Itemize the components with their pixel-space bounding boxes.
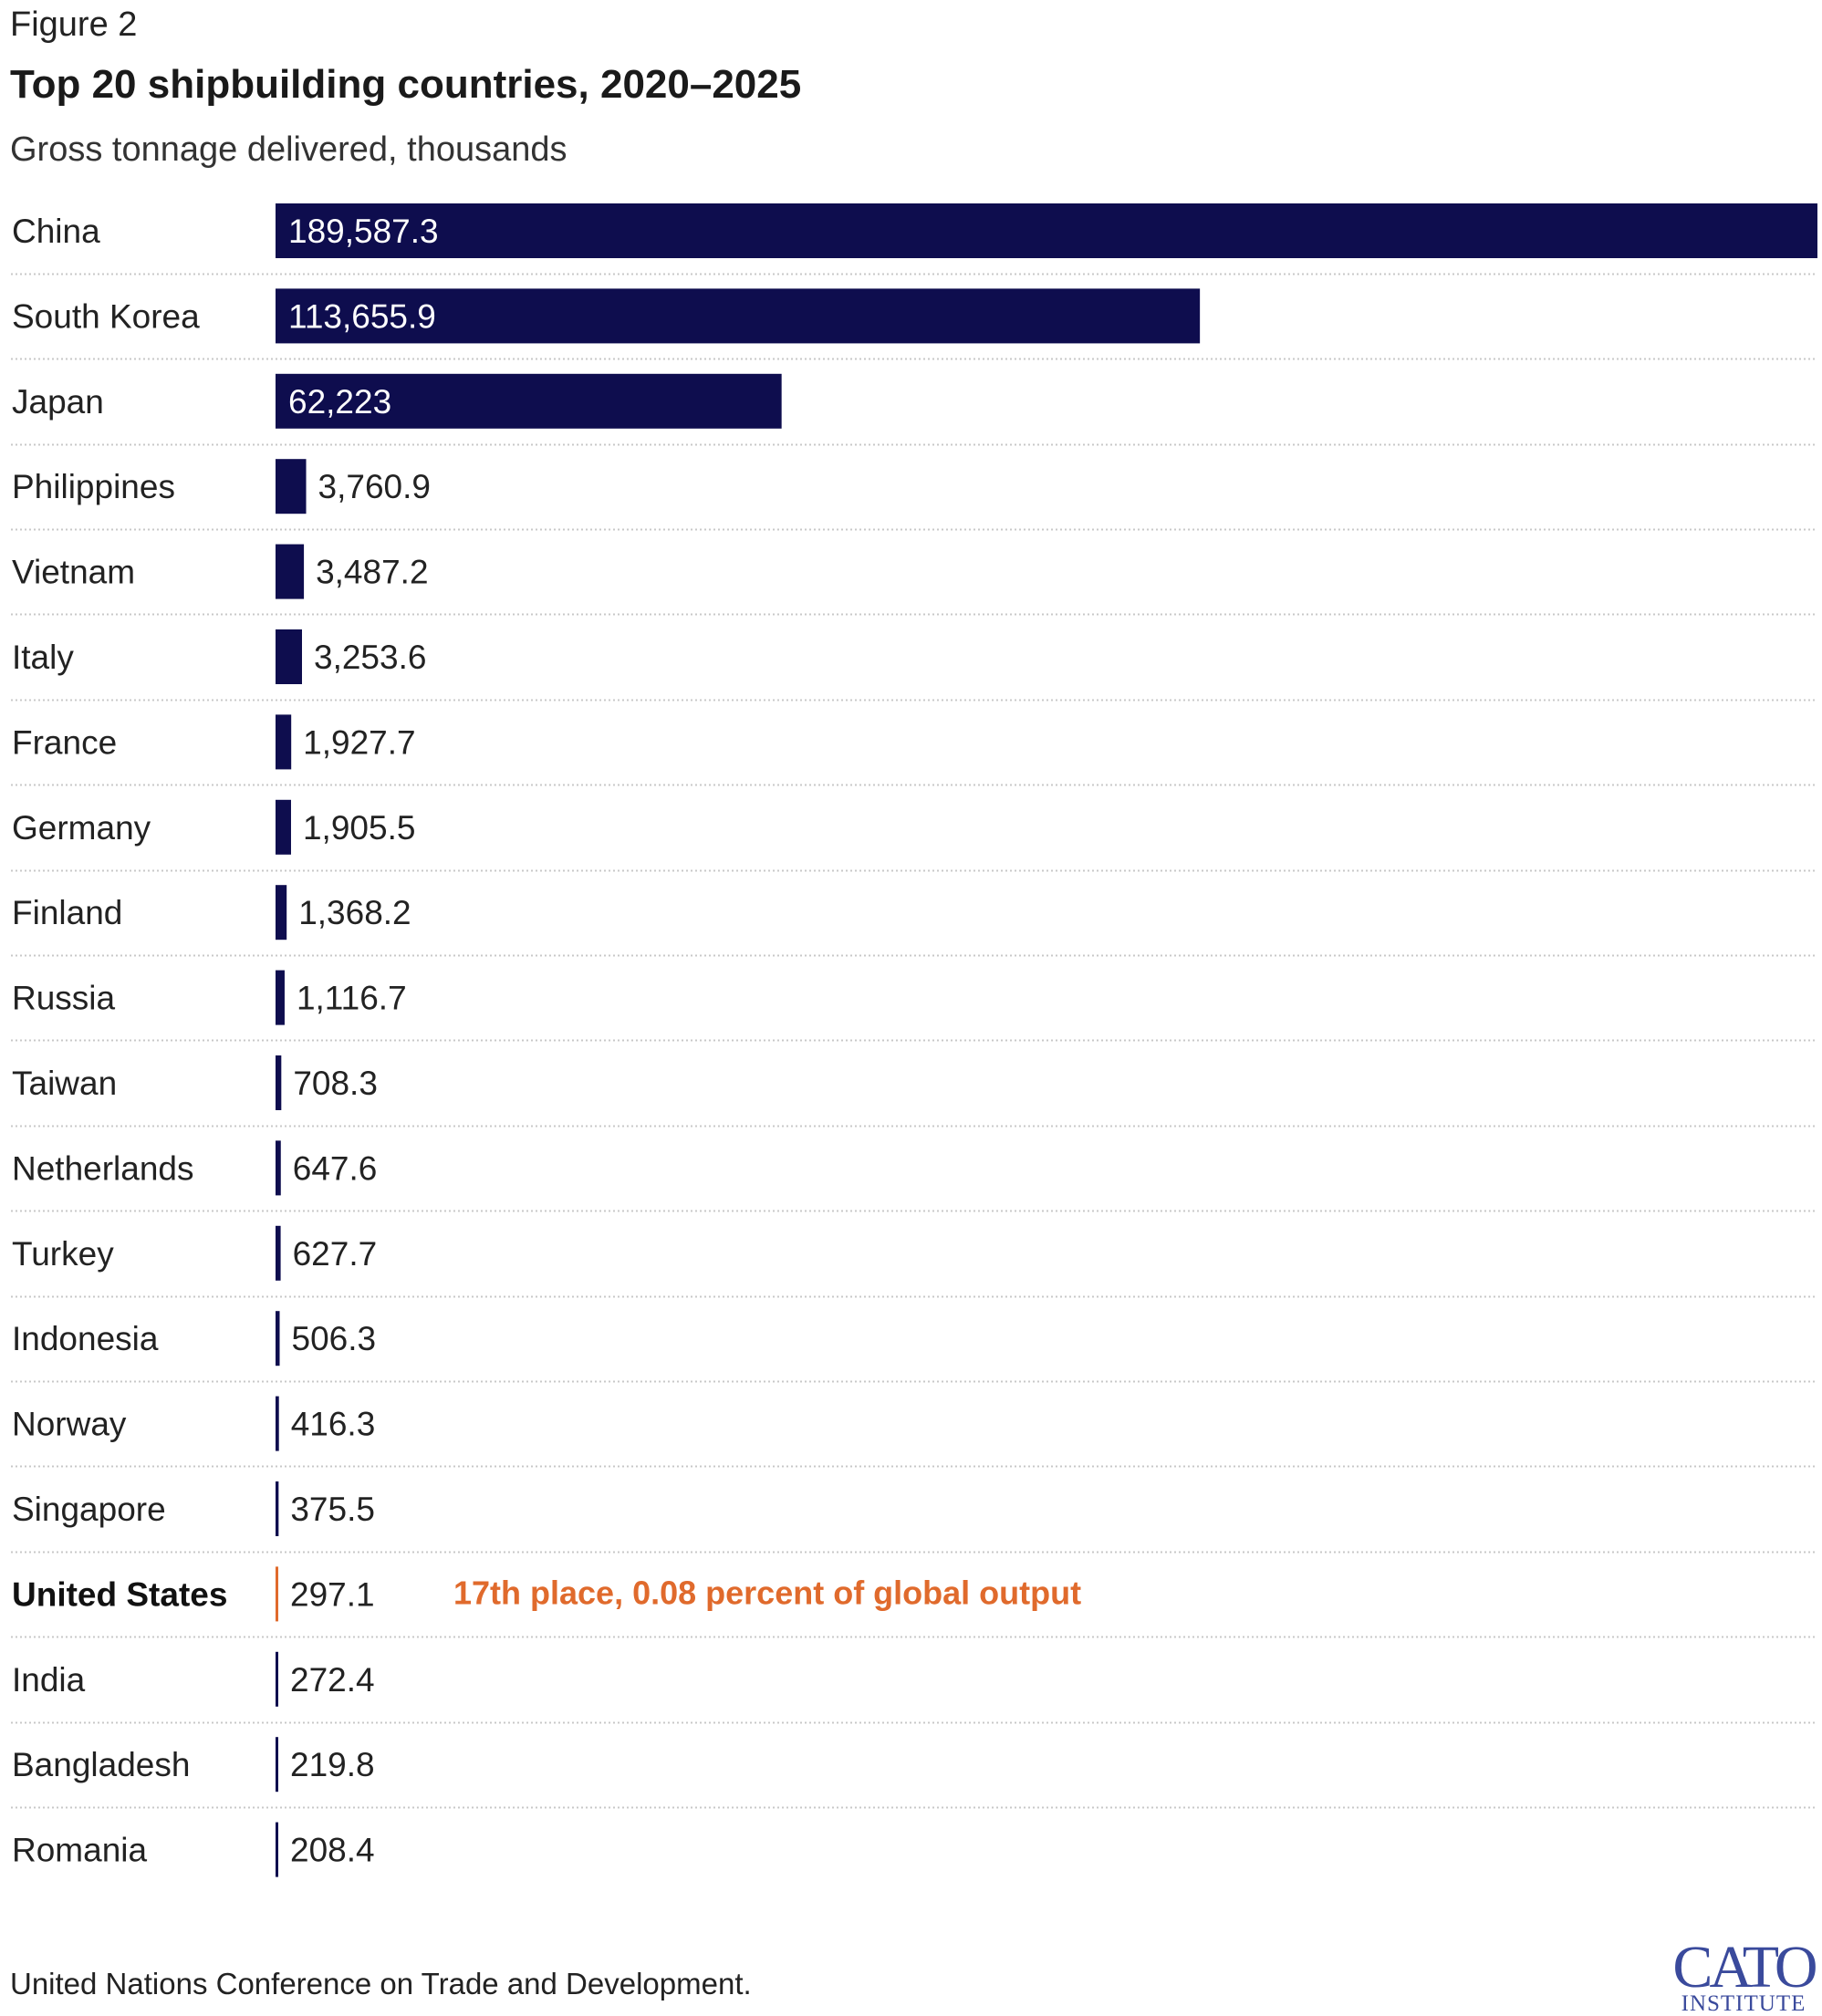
data-label: 272.4 [290, 1661, 375, 1699]
data-label: 647.6 [293, 1149, 378, 1187]
category-label: Indonesia [12, 1320, 159, 1357]
category-label: France [12, 723, 117, 761]
category-label: India [12, 1661, 86, 1699]
category-label: Vietnam [12, 554, 135, 591]
bar [276, 459, 307, 514]
category-label: Taiwan [12, 1065, 117, 1102]
category-label: Turkey [12, 1235, 114, 1273]
bar [276, 1140, 281, 1196]
bar [276, 714, 292, 770]
category-label: United States [12, 1575, 227, 1613]
chart-title: Top 20 shipbuilding countries, 2020–2025 [10, 62, 802, 107]
data-label: 113,655.9 [288, 297, 436, 335]
bar [276, 288, 1201, 344]
data-label: 3,253.6 [314, 639, 426, 676]
data-label: 1,368.2 [298, 894, 411, 931]
data-label: 3,760.9 [318, 468, 431, 505]
category-label: Japan [12, 383, 104, 421]
data-label: 208.4 [290, 1832, 375, 1869]
bar [276, 203, 1817, 258]
bar [276, 885, 287, 940]
data-label: 3,487.2 [316, 554, 428, 591]
bar [276, 629, 303, 684]
bar-chart: China 189,587.3 South Korea 113,655.9 Japan 6… [11, 203, 1817, 1877]
source-note: United Nations Conference on Trade and D… [10, 1967, 752, 2000]
bar [276, 1566, 278, 1622]
bar [276, 1481, 279, 1536]
data-label: 1,927.7 [303, 723, 415, 761]
figure-label: Figure 2 [10, 5, 138, 44]
bar [276, 1225, 281, 1281]
chart-subtitle: Gross tonnage delivered, thousands [10, 130, 567, 169]
bar [276, 1055, 282, 1110]
category-label: Romania [12, 1832, 147, 1869]
category-label: Italy [12, 639, 74, 676]
data-label: 708.3 [293, 1065, 378, 1102]
logo-wordmark: CATO [1672, 1934, 1815, 2000]
bar [276, 799, 291, 855]
category-label: Bangladesh [12, 1746, 190, 1783]
cato-institute-logo: CATO INSTITUTE [1672, 1934, 1816, 2014]
bar [276, 373, 782, 429]
bar [276, 1822, 278, 1877]
category-label: Philippines [12, 468, 175, 505]
logo-subline: INSTITUTE [1681, 1991, 1806, 2014]
bar [276, 1651, 278, 1707]
category-label: Germany [12, 809, 151, 847]
data-label: 375.5 [290, 1491, 375, 1528]
highlight-annotation: 17th place, 0.08 percent of global outpu… [453, 1574, 1081, 1611]
bar [276, 1396, 279, 1451]
data-label: 1,905.5 [303, 809, 415, 847]
data-label: 297.1 [290, 1575, 375, 1613]
data-label: 219.8 [290, 1746, 375, 1783]
data-label: 189,587.3 [288, 213, 439, 250]
bar [276, 970, 285, 1025]
bar [276, 1737, 278, 1793]
category-label: Norway [12, 1406, 127, 1443]
category-label: South Korea [12, 297, 200, 335]
bar [276, 544, 305, 599]
bar [276, 1311, 280, 1367]
data-label: 416.3 [291, 1406, 376, 1443]
category-label: Finland [12, 894, 122, 931]
category-label: Singapore [12, 1491, 166, 1528]
data-label: 627.7 [293, 1235, 378, 1273]
data-label: 506.3 [292, 1320, 377, 1357]
data-label: 1,116.7 [297, 980, 407, 1017]
category-label: Russia [12, 980, 116, 1017]
category-label: Netherlands [12, 1149, 194, 1187]
category-label: China [12, 213, 100, 250]
data-label: 62,223 [288, 383, 391, 421]
